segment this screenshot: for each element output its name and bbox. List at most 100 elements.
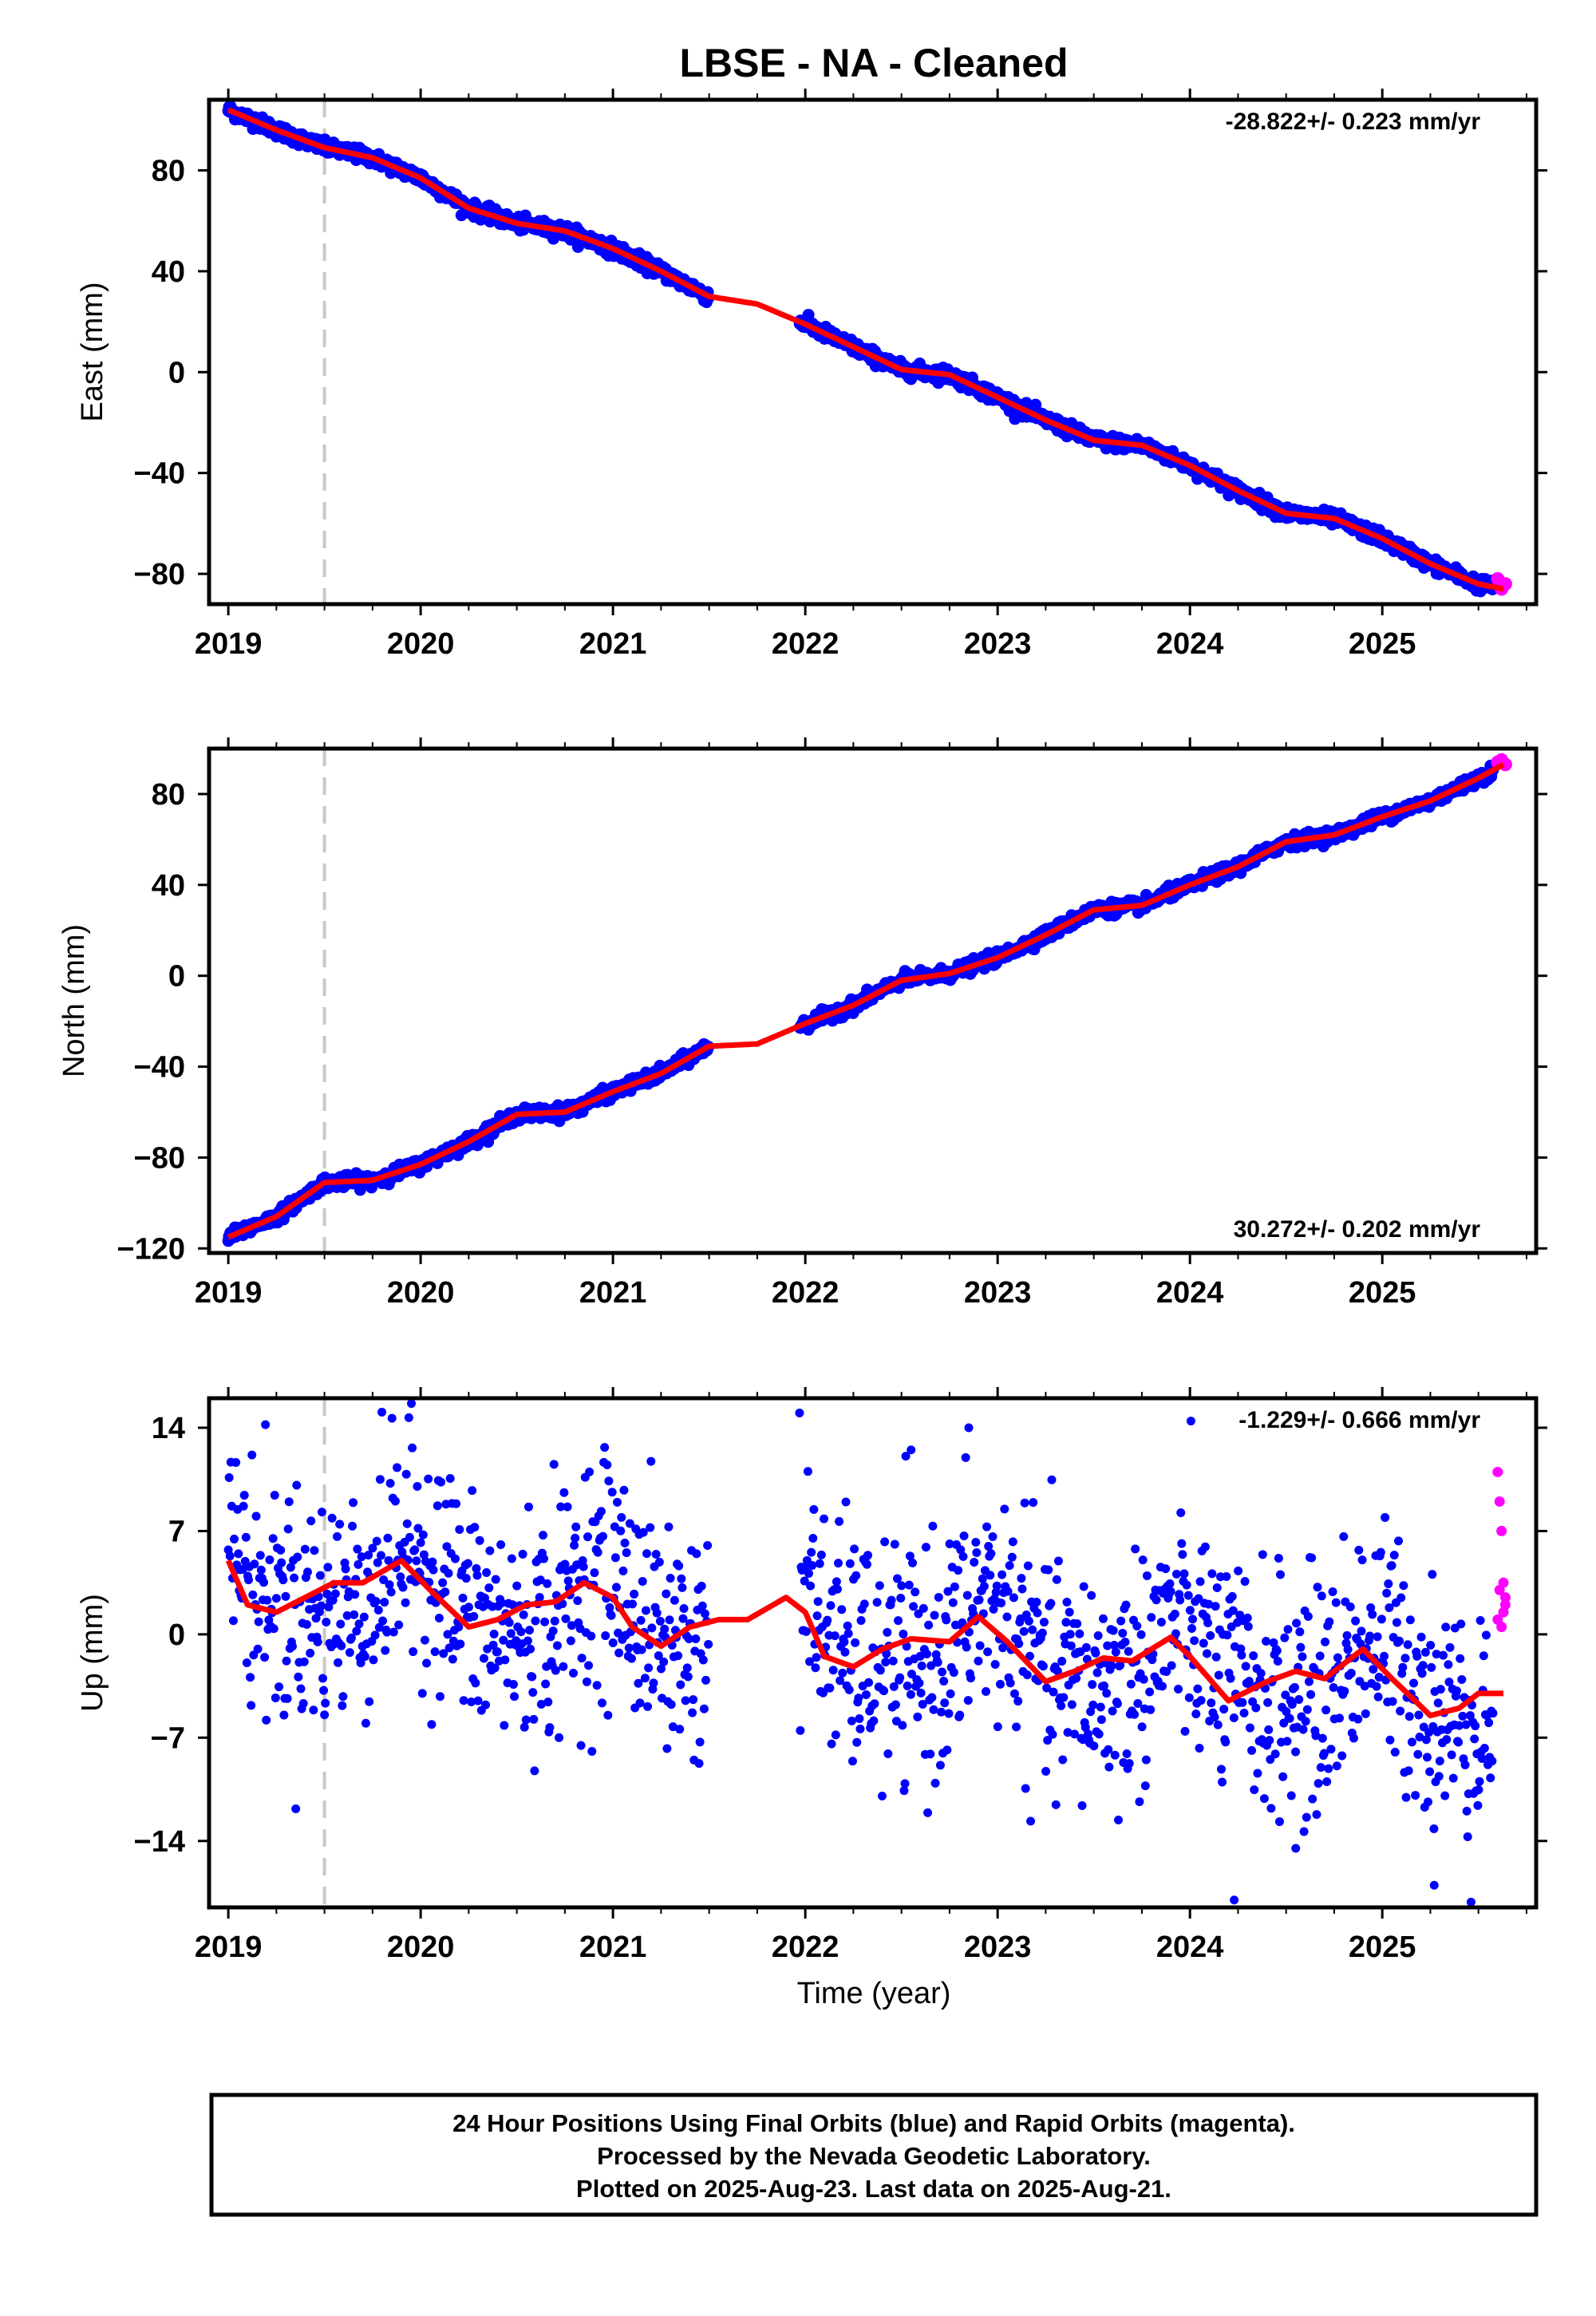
final-point xyxy=(231,1458,241,1468)
final-point xyxy=(1053,1666,1062,1676)
final-point xyxy=(1132,1621,1142,1630)
final-point xyxy=(433,1501,442,1511)
final-point xyxy=(889,1682,899,1691)
final-point xyxy=(1345,1602,1355,1611)
final-point xyxy=(678,1583,687,1592)
final-point xyxy=(1376,1547,1385,1557)
final-point xyxy=(320,1710,330,1720)
final-point xyxy=(836,1676,845,1686)
final-point xyxy=(1009,1593,1018,1603)
final-point xyxy=(903,1681,912,1690)
final-point xyxy=(904,1580,914,1590)
final-point xyxy=(813,1597,823,1607)
final-point xyxy=(275,1682,284,1692)
final-point xyxy=(290,1573,299,1583)
final-point xyxy=(596,1507,606,1516)
final-point xyxy=(634,1678,643,1688)
final-point xyxy=(485,1546,495,1555)
final-point xyxy=(528,1688,538,1697)
final-point xyxy=(242,1658,251,1667)
final-point xyxy=(282,1656,291,1666)
final-point xyxy=(1046,1599,1056,1608)
final-point xyxy=(988,1532,998,1542)
final-point xyxy=(1107,1661,1116,1670)
final-point xyxy=(812,1611,822,1621)
final-point xyxy=(412,1556,421,1566)
x-tick-label: 2019 xyxy=(195,627,263,661)
final-point xyxy=(496,1540,506,1550)
final-point xyxy=(338,1692,348,1701)
final-point xyxy=(676,1680,685,1690)
final-point xyxy=(563,1502,572,1512)
final-point xyxy=(1228,1606,1238,1615)
final-point xyxy=(1322,1777,1332,1787)
final-point xyxy=(618,1566,628,1575)
final-point xyxy=(812,1653,821,1662)
final-point xyxy=(1259,1794,1269,1804)
final-point xyxy=(1023,1561,1033,1571)
final-point xyxy=(808,1560,817,1570)
final-point xyxy=(1384,1579,1393,1589)
final-point xyxy=(698,1655,708,1665)
final-point xyxy=(984,1542,994,1551)
final-point xyxy=(1053,1556,1063,1566)
final-point xyxy=(923,1808,933,1817)
final-point xyxy=(1195,1743,1204,1753)
final-point xyxy=(656,1664,666,1674)
final-point xyxy=(666,1700,676,1709)
final-point xyxy=(398,1583,408,1592)
x-tick-label: 2021 xyxy=(579,1276,647,1310)
final-point xyxy=(526,1644,535,1654)
final-point xyxy=(1185,1606,1195,1615)
final-point xyxy=(577,1654,587,1663)
final-point xyxy=(1388,1697,1397,1706)
final-point xyxy=(1243,1622,1253,1631)
y-axis-label: North (mm) xyxy=(57,924,91,1077)
final-point xyxy=(361,1718,370,1728)
final-point xyxy=(899,1630,908,1639)
final-point xyxy=(843,1621,852,1630)
final-point xyxy=(1234,1566,1243,1575)
final-point xyxy=(1200,1542,1210,1551)
final-point xyxy=(497,1598,507,1607)
final-point xyxy=(1051,1800,1061,1809)
final-point xyxy=(1282,1737,1292,1746)
final-point xyxy=(1381,1512,1390,1522)
final-point xyxy=(1017,1574,1026,1583)
final-point xyxy=(506,1629,516,1638)
final-point xyxy=(445,1474,455,1484)
final-point xyxy=(384,1555,393,1565)
final-point xyxy=(619,1485,629,1495)
final-point xyxy=(582,1677,591,1686)
final-point xyxy=(1253,1769,1262,1778)
final-point xyxy=(294,1672,303,1682)
final-point xyxy=(1190,1636,1199,1646)
final-point xyxy=(955,1710,965,1720)
final-point xyxy=(286,1563,295,1572)
final-point xyxy=(1250,1785,1259,1795)
figure-title: LBSE - NA - Cleaned xyxy=(679,41,1068,85)
final-point xyxy=(1152,1595,1161,1605)
final-point xyxy=(700,1609,709,1618)
final-point xyxy=(1332,1761,1341,1771)
final-point xyxy=(954,1566,963,1575)
final-point xyxy=(541,1679,551,1689)
final-point xyxy=(1223,1630,1232,1640)
final-point xyxy=(1116,1661,1125,1670)
final-point xyxy=(1256,1669,1266,1678)
final-point xyxy=(1241,1662,1250,1671)
final-point xyxy=(598,1531,608,1541)
final-point xyxy=(1137,1722,1147,1732)
final-point xyxy=(1216,1765,1226,1774)
final-point xyxy=(1093,1630,1103,1640)
final-point xyxy=(972,1548,982,1558)
final-point xyxy=(300,1544,310,1554)
final-point xyxy=(287,1642,297,1651)
final-point xyxy=(327,1513,337,1523)
final-point xyxy=(262,1715,271,1725)
final-point xyxy=(435,1692,444,1701)
final-point xyxy=(1280,1633,1290,1642)
final-point xyxy=(1281,1690,1290,1700)
final-point xyxy=(684,1634,693,1644)
final-point xyxy=(336,1619,346,1629)
